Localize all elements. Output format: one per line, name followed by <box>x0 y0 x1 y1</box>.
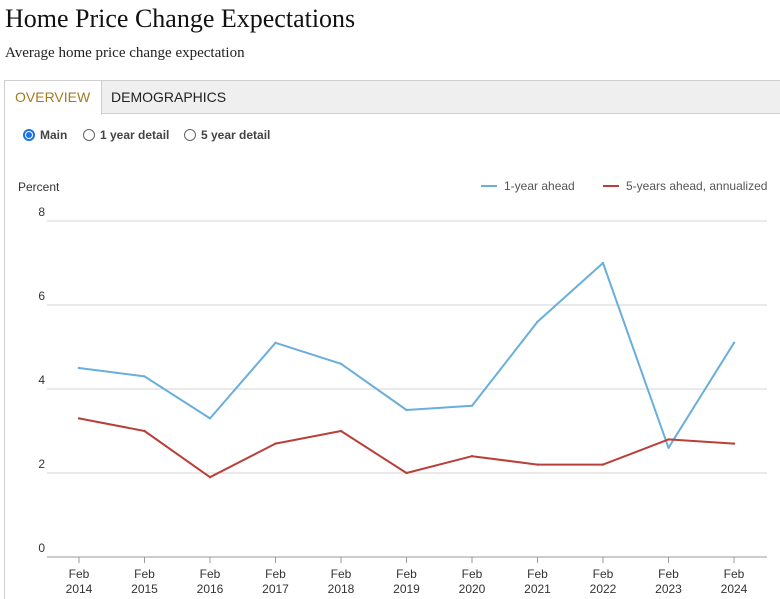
series-line-1-year-ahead[interactable] <box>78 262 735 449</box>
data-point <box>732 341 736 344</box>
x-axis-ticks: Feb2014Feb2015Feb2016Feb2017Feb2018Feb20… <box>66 557 748 596</box>
x-tick-label-month: Feb <box>69 567 90 581</box>
data-point <box>405 471 408 475</box>
y-axis-ticks: 0 2 4 6 8 <box>38 205 45 555</box>
radio-1-year-detail[interactable]: 1 year detail <box>83 126 169 144</box>
data-point <box>274 442 277 445</box>
series <box>77 261 736 479</box>
tab-overview[interactable]: OVERVIEW <box>5 81 102 115</box>
y-tick-label: 6 <box>38 289 45 303</box>
data-point <box>667 438 670 441</box>
x-tick-label-year: 2014 <box>66 582 93 596</box>
x-tick-label-year: 2018 <box>328 582 355 596</box>
x-tick-label-month: Feb <box>396 567 417 581</box>
data-point <box>470 455 474 458</box>
data-point <box>208 417 212 420</box>
x-tick-label-year: 2015 <box>131 582 158 596</box>
data-point <box>143 375 146 378</box>
y-tick-label: 8 <box>38 205 45 219</box>
radio-main[interactable]: Main <box>23 126 67 144</box>
x-tick-label-year: 2016 <box>197 582 224 596</box>
data-point <box>732 442 736 445</box>
data-point <box>339 362 343 365</box>
x-tick-label-year: 2017 <box>262 582 289 596</box>
x-tick-label-month: Feb <box>462 567 483 581</box>
data-point <box>77 366 81 370</box>
data-point <box>77 417 81 420</box>
radio-5-year-detail[interactable]: 5 year detail <box>184 126 270 144</box>
radio-main-label: Main <box>40 128 68 142</box>
data-point <box>470 404 474 407</box>
x-tick-label-year: 2023 <box>655 582 682 596</box>
x-tick-label-year: 2019 <box>393 582 420 596</box>
radio-checked-icon <box>23 129 35 141</box>
x-tick-label-year: 2021 <box>524 582 551 596</box>
data-point <box>536 320 539 323</box>
page-title: Home Price Change Expectations <box>5 4 356 33</box>
x-tick-label-year: 2024 <box>721 582 748 596</box>
data-point <box>601 261 605 265</box>
x-tick-label-month: Feb <box>658 567 679 581</box>
x-tick-label-month: Feb <box>200 567 221 581</box>
grid <box>47 220 767 558</box>
data-point <box>405 408 408 412</box>
x-tick-label-year: 2022 <box>590 582 617 596</box>
data-point <box>536 463 539 466</box>
tab-bar: OVERVIEW DEMOGRAPHICS <box>5 81 780 115</box>
radio-5-year-detail-label: 5 year detail <box>201 128 271 142</box>
x-tick-label-month: Feb <box>724 567 745 581</box>
x-tick-label-month: Feb <box>527 567 548 581</box>
y-tick-label: 4 <box>38 373 45 387</box>
series-line-5-years-ahead[interactable] <box>78 417 735 479</box>
data-point <box>667 446 670 449</box>
y-tick-label: 2 <box>38 457 45 471</box>
x-tick-label-month: Feb <box>593 567 614 581</box>
y-tick-label: 0 <box>38 541 45 555</box>
tab-demographics[interactable]: DEMOGRAPHICS <box>111 89 227 105</box>
legend-label[interactable]: 5-years ahead, annualized <box>626 179 767 193</box>
data-point <box>339 429 343 433</box>
x-tick-label-month: Feb <box>134 567 155 581</box>
x-tick-label-month: Feb <box>265 567 286 581</box>
radio-unchecked-icon <box>83 129 95 141</box>
legend-label[interactable]: 1-year ahead <box>504 179 575 193</box>
data-point <box>143 429 146 433</box>
data-point <box>601 463 605 466</box>
x-tick-label-month: Feb <box>331 567 352 581</box>
chart-panel: OVERVIEW DEMOGRAPHICS Main 1 year detail… <box>4 80 780 599</box>
radio-1-year-detail-label: 1 year detail <box>100 128 170 142</box>
radio-unchecked-icon <box>184 129 196 141</box>
y-axis-label: Percent <box>18 180 60 194</box>
data-point <box>208 476 212 479</box>
data-point <box>274 341 277 344</box>
legend: 1-year ahead 5-years ahead, annualized <box>481 179 767 193</box>
x-tick-label-year: 2020 <box>459 582 486 596</box>
page-subtitle: Average home price change expectation <box>5 45 245 61</box>
